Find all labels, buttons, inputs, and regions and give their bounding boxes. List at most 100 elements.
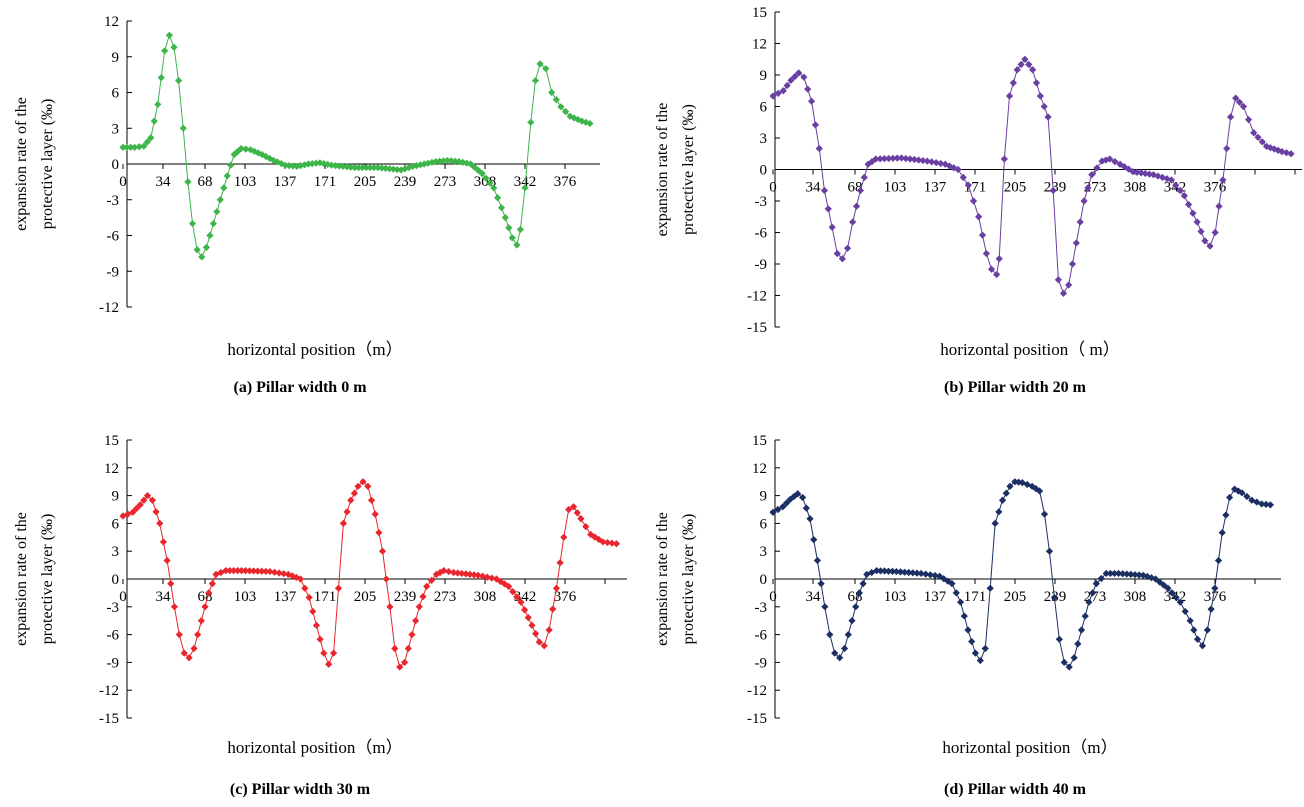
data-point-marker <box>873 567 881 575</box>
data-point-marker <box>556 559 564 567</box>
data-point-marker <box>478 169 486 178</box>
data-point-marker <box>1172 593 1180 602</box>
data-point-marker <box>312 621 321 629</box>
data-point-marker <box>175 631 183 639</box>
data-point-marker <box>483 573 491 581</box>
data-point-marker <box>956 598 965 606</box>
data-point-marker <box>1045 547 1054 555</box>
data-point-marker <box>401 658 409 666</box>
data-point-marker <box>1244 116 1253 124</box>
data-point-marker <box>1226 113 1235 121</box>
data-point-marker <box>488 574 496 582</box>
data-point-marker <box>1207 605 1215 613</box>
data-point-marker <box>923 157 931 165</box>
y-tick-label: -3 <box>755 600 768 616</box>
data-point-marker <box>1235 98 1244 106</box>
data-point-marker <box>412 617 420 625</box>
data-point-marker <box>140 496 148 504</box>
data-point-marker <box>316 635 324 643</box>
data-point-marker <box>545 626 553 634</box>
data-point-marker <box>1168 589 1176 597</box>
data-point-marker <box>868 568 876 577</box>
data-point-marker <box>190 644 198 653</box>
y-tick-label: 6 <box>760 100 768 116</box>
data-point-marker <box>335 162 343 170</box>
data-point-marker <box>1085 598 1093 606</box>
data-point-marker <box>206 231 214 240</box>
data-point-marker <box>270 156 278 165</box>
data-point-marker <box>1219 176 1227 184</box>
data-point-marker <box>230 567 238 575</box>
data-point-marker <box>901 568 909 576</box>
data-point-marker <box>1250 129 1258 137</box>
data-point-marker <box>940 575 948 583</box>
data-point-marker <box>1080 197 1088 205</box>
data-point-marker <box>1125 165 1133 173</box>
data-point-marker <box>981 644 989 653</box>
y-tick-label: -3 <box>107 193 120 209</box>
data-point-marker <box>350 489 359 497</box>
data-point-marker <box>1197 227 1205 236</box>
x-tick-label: 0 <box>769 180 777 196</box>
data-point-marker <box>1243 492 1251 501</box>
data-point-marker <box>334 584 343 592</box>
data-point-marker <box>531 76 540 85</box>
data-point-marker <box>262 152 270 161</box>
data-point-marker <box>1065 663 1073 671</box>
data-point-marker <box>821 603 829 611</box>
data-point-marker <box>1119 570 1127 578</box>
data-point-marker <box>1203 626 1212 634</box>
data-point-marker <box>603 538 612 547</box>
data-point-marker <box>470 571 478 579</box>
data-point-marker <box>1074 640 1082 648</box>
data-point-marker <box>367 496 376 504</box>
data-point-marker <box>455 158 463 166</box>
data-point-marker <box>362 163 370 172</box>
data-point-marker <box>1017 60 1025 69</box>
data-point-marker <box>202 243 211 252</box>
data-point-marker <box>872 155 880 163</box>
data-point-marker <box>926 571 934 579</box>
data-point-marker <box>312 159 320 167</box>
x-tick-label: 171 <box>314 174 337 190</box>
y-tick-label: -6 <box>755 628 768 644</box>
data-point-marker <box>954 165 962 174</box>
data-point-marker <box>769 92 777 100</box>
data-point-marker <box>354 163 363 172</box>
data-point-marker <box>1070 654 1078 662</box>
data-point-marker <box>552 584 561 592</box>
data-point-marker <box>1059 289 1068 297</box>
x-tick-label: 308 <box>1124 180 1147 196</box>
data-point-marker <box>325 660 333 668</box>
data-point-marker <box>208 580 216 588</box>
data-point-marker <box>811 121 820 129</box>
data-point-marker <box>978 231 987 239</box>
data-point-marker <box>364 482 372 490</box>
data-point-marker <box>561 107 570 116</box>
data-point-marker <box>378 547 387 555</box>
data-point-marker <box>1258 500 1266 508</box>
data-point-marker <box>339 519 347 527</box>
data-point-marker <box>528 621 536 629</box>
data-point-marker <box>143 492 152 500</box>
data-point-marker <box>1254 133 1262 141</box>
data-point-marker <box>292 573 301 582</box>
panel-caption: (d) Pillar width 40 m <box>944 781 1087 798</box>
data-point-marker <box>223 172 231 180</box>
data-point-marker <box>284 570 292 578</box>
x-tick-label: 239 <box>394 174 417 190</box>
data-point-marker <box>305 593 313 602</box>
data-point-marker <box>913 569 921 577</box>
data-point-marker <box>888 567 897 576</box>
y-tick-label: -12 <box>747 289 767 305</box>
data-point-marker <box>1009 79 1017 87</box>
data-point-marker <box>370 163 378 172</box>
data-point-marker <box>436 157 444 165</box>
data-point-marker <box>892 567 901 576</box>
data-point-marker <box>964 626 972 634</box>
data-point-marker <box>474 571 482 579</box>
data-point-marker <box>582 523 590 531</box>
data-point-marker <box>1215 202 1223 210</box>
y-axis-label-line2: protective layer (‰) <box>680 104 697 235</box>
x-tick-label: 239 <box>1044 180 1067 196</box>
